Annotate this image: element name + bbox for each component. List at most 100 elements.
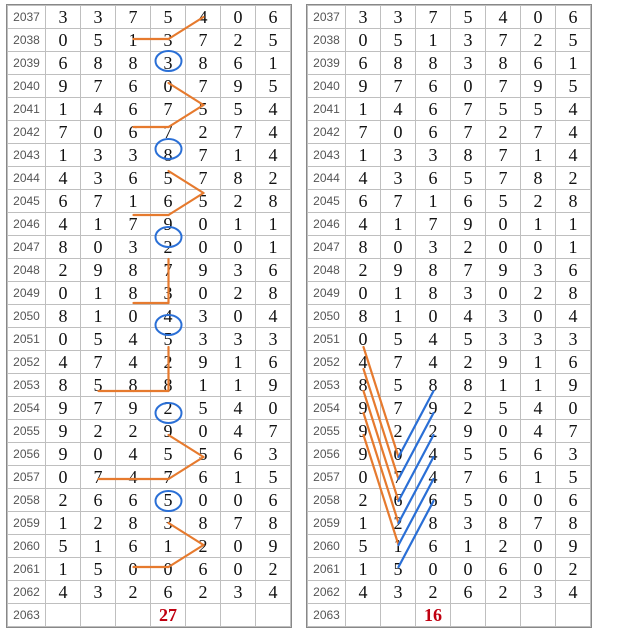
cell: 3 — [556, 328, 591, 351]
cell: 3 — [416, 144, 451, 167]
row-label: 2053 — [8, 374, 46, 397]
cell: 7 — [81, 351, 116, 374]
cell: 1 — [221, 351, 256, 374]
cell: 9 — [451, 420, 486, 443]
cell: 2 — [116, 581, 151, 604]
cell: 6 — [81, 489, 116, 512]
cell: 2 — [151, 236, 186, 259]
cell: 2 — [151, 351, 186, 374]
cell: 9 — [486, 259, 521, 282]
cell: 5 — [256, 466, 291, 489]
row-label: 2042 — [8, 121, 46, 144]
cell: 5 — [556, 29, 591, 52]
table-row: 20478032001 — [8, 236, 291, 259]
table-row: 20427067274 — [308, 121, 591, 144]
cell: 4 — [256, 144, 291, 167]
row-label: 2037 — [8, 6, 46, 29]
cell: 2 — [416, 581, 451, 604]
cell: 3 — [381, 6, 416, 29]
cell: 9 — [521, 75, 556, 98]
cell — [451, 604, 486, 627]
cell: 3 — [116, 236, 151, 259]
cell: 3 — [451, 52, 486, 75]
cell: 1 — [81, 282, 116, 305]
cell: 6 — [556, 351, 591, 374]
cell: 9 — [116, 397, 151, 420]
cell: 1 — [346, 98, 381, 121]
table-row: 20570747615 — [8, 466, 291, 489]
table-row: 20582665006 — [8, 489, 291, 512]
row-label: 2063 — [8, 604, 46, 627]
cell: 2 — [451, 397, 486, 420]
table-row: 20464179011 — [308, 213, 591, 236]
cell: 7 — [151, 98, 186, 121]
cell: 0 — [221, 489, 256, 512]
cell: 1 — [256, 52, 291, 75]
cell: 2 — [46, 489, 81, 512]
cell: 0 — [416, 558, 451, 581]
cell: 6 — [416, 98, 451, 121]
cell: 8 — [116, 282, 151, 305]
cell: 5 — [81, 328, 116, 351]
cell: 4 — [346, 213, 381, 236]
table-row: 20478032001 — [308, 236, 591, 259]
row-label: 2053 — [308, 374, 346, 397]
row-label: 2046 — [308, 213, 346, 236]
cell — [381, 604, 416, 627]
cell: 6 — [416, 167, 451, 190]
cell: 4 — [186, 6, 221, 29]
row-label: 2041 — [8, 98, 46, 121]
row-label: 2055 — [308, 420, 346, 443]
row-label: 2054 — [8, 397, 46, 420]
cell: 5 — [256, 29, 291, 52]
cell: 7 — [486, 29, 521, 52]
row-label: 2042 — [308, 121, 346, 144]
table-row: 20409760795 — [308, 75, 591, 98]
cell: 9 — [151, 213, 186, 236]
cell: 4 — [416, 466, 451, 489]
cell: 2 — [381, 420, 416, 443]
cell: 4 — [116, 328, 151, 351]
cell: 6 — [256, 259, 291, 282]
cell — [81, 604, 116, 627]
cell: 6 — [46, 52, 81, 75]
cell: 7 — [416, 6, 451, 29]
cell: 3 — [381, 581, 416, 604]
cell: 6 — [451, 581, 486, 604]
cell: 5 — [81, 374, 116, 397]
cell: 0 — [46, 29, 81, 52]
cell: 2 — [186, 121, 221, 144]
cell: 0 — [381, 236, 416, 259]
cell: 3 — [346, 6, 381, 29]
cell: 9 — [486, 351, 521, 374]
cell: 1 — [46, 144, 81, 167]
cell: 9 — [346, 75, 381, 98]
cell: 5 — [151, 167, 186, 190]
row-label: 2061 — [308, 558, 346, 581]
cell: 4 — [486, 6, 521, 29]
cell: 0 — [486, 489, 521, 512]
cell: 4 — [556, 305, 591, 328]
row-label: 2052 — [308, 351, 346, 374]
row-label: 2045 — [8, 190, 46, 213]
cell: 6 — [151, 190, 186, 213]
cell: 7 — [151, 121, 186, 144]
cell: 1 — [521, 374, 556, 397]
cell: 8 — [186, 512, 221, 535]
cell: 1 — [521, 351, 556, 374]
cell: 5 — [256, 75, 291, 98]
cell: 4 — [521, 420, 556, 443]
cell: 3 — [151, 52, 186, 75]
cell: 5 — [186, 98, 221, 121]
table-row: 20482987936 — [8, 259, 291, 282]
table-row: 20490183028 — [308, 282, 591, 305]
cell: 0 — [486, 213, 521, 236]
cell: 1 — [521, 213, 556, 236]
row-label: 2048 — [8, 259, 46, 282]
table-row: 20569045563 — [308, 443, 591, 466]
cell: 1 — [346, 558, 381, 581]
table-row: 20611500602 — [8, 558, 291, 581]
cell: 4 — [416, 443, 451, 466]
cell: 6 — [116, 535, 151, 558]
cell: 5 — [486, 190, 521, 213]
